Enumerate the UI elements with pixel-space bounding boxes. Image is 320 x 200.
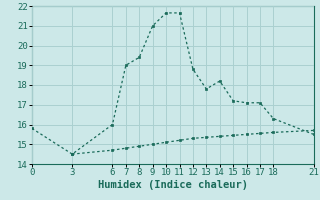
X-axis label: Humidex (Indice chaleur): Humidex (Indice chaleur) <box>98 180 248 190</box>
